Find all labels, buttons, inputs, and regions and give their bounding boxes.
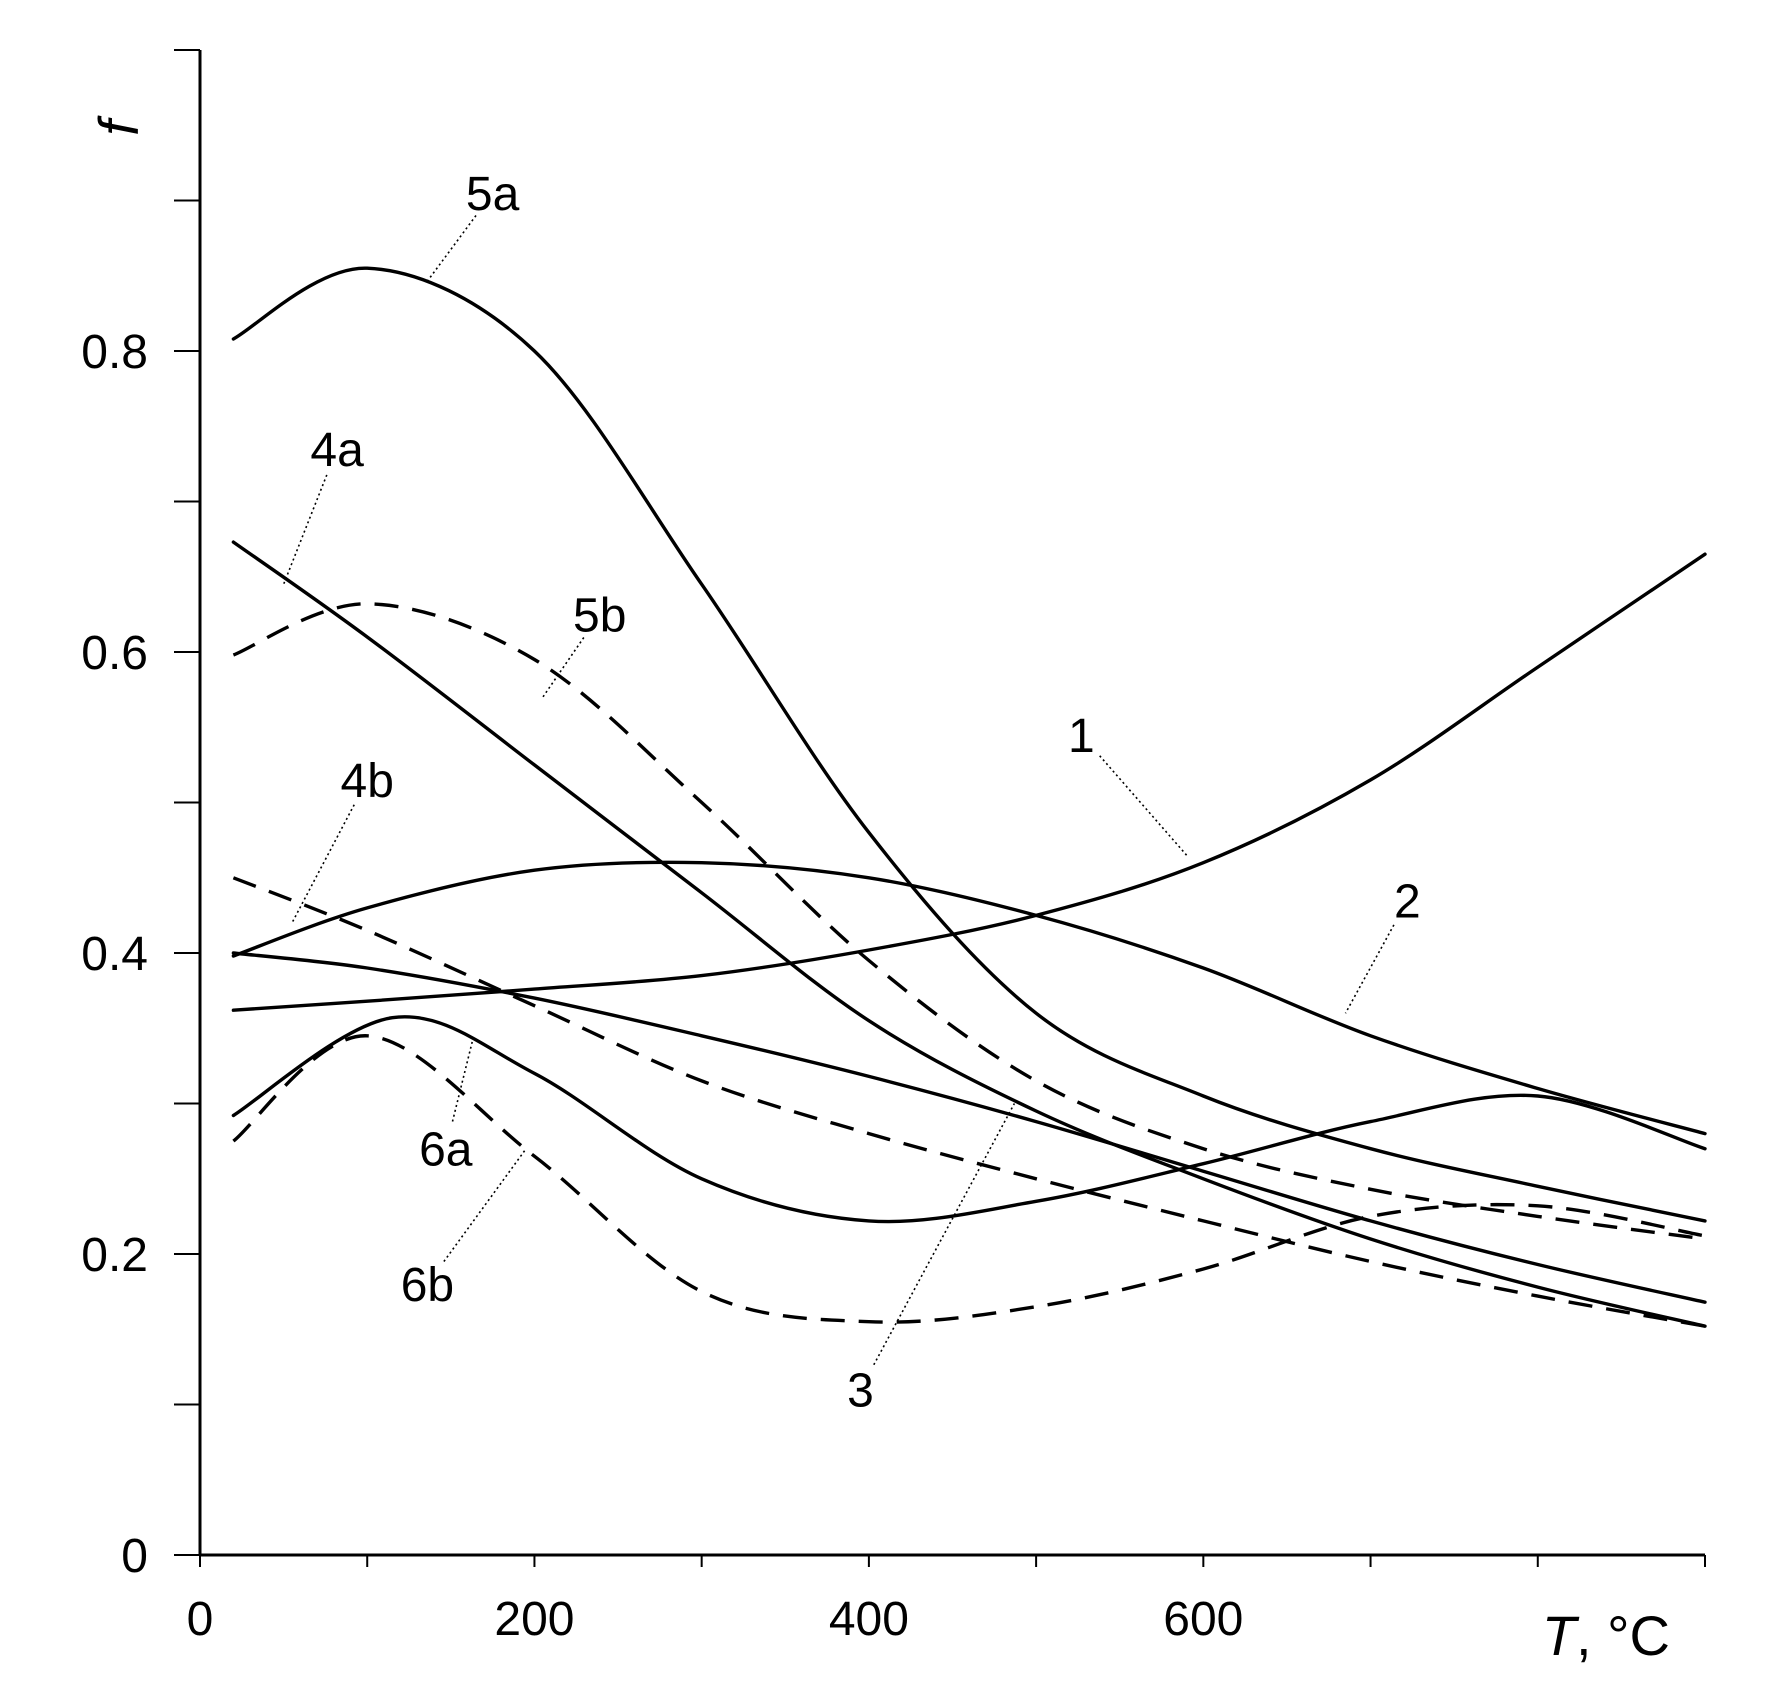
x-tick-label: 600 bbox=[1163, 1593, 1243, 1646]
curve-label-1: 1 bbox=[1068, 710, 1095, 763]
y-tick-label: 0.6 bbox=[81, 627, 148, 680]
y-tick-label: 0 bbox=[121, 1530, 148, 1583]
x-axis-title: T, °C bbox=[1542, 1604, 1670, 1667]
y-tick-label: 0.4 bbox=[81, 928, 148, 981]
axes bbox=[198, 50, 1705, 1557]
curve-label-2: 2 bbox=[1394, 875, 1421, 928]
series-line-3 bbox=[231, 951, 1707, 1304]
x-tick-label: 400 bbox=[829, 1593, 909, 1646]
series-line-4b bbox=[232, 876, 1706, 1328]
x-axis-title-unit: , °C bbox=[1576, 1604, 1670, 1667]
leader-line-6b bbox=[443, 1148, 527, 1262]
leader-line-4b bbox=[291, 804, 355, 924]
y-axis-title: f bbox=[87, 115, 150, 136]
curve-label-3: 3 bbox=[847, 1365, 874, 1418]
curve-label-6a: 6a bbox=[419, 1124, 473, 1177]
y-tick-label: 0.8 bbox=[81, 326, 148, 379]
leader-line-2 bbox=[1344, 924, 1395, 1014]
series-group bbox=[231, 266, 1707, 1328]
series-line-2 bbox=[231, 860, 1707, 1136]
annotation-group: 1 2 3 4a 4b 5a 5b 6a 6b bbox=[282, 168, 1421, 1418]
leader-line-4a bbox=[282, 474, 328, 585]
curve-label-4b: 4b bbox=[341, 755, 394, 808]
series-line-4a bbox=[231, 540, 1707, 1328]
y-tick-label: 0.2 bbox=[81, 1229, 148, 1282]
curve-label-5a: 5a bbox=[466, 168, 520, 221]
ticks bbox=[174, 49, 1706, 1567]
leader-line-6a bbox=[451, 1040, 474, 1122]
curve-label-4a: 4a bbox=[310, 424, 364, 477]
leader-line-1 bbox=[1099, 755, 1188, 856]
x-tick-label: 200 bbox=[494, 1593, 574, 1646]
series-line-6a bbox=[231, 1015, 1707, 1224]
curve-label-6b: 6b bbox=[401, 1259, 454, 1312]
x-axis-title-variable: T bbox=[1542, 1604, 1580, 1667]
curve-label-5b: 5b bbox=[573, 589, 626, 642]
leader-line-5b bbox=[542, 637, 585, 698]
series-line-1 bbox=[231, 552, 1707, 1012]
series-line-5a bbox=[231, 266, 1707, 1223]
series-line-5b bbox=[232, 602, 1706, 1241]
leader-line-3 bbox=[873, 1103, 1016, 1366]
leader-line-5a bbox=[425, 215, 477, 284]
tick-labels: 0 200 400 600 0 0.2 0.4 0.6 0.8 bbox=[81, 326, 1243, 1646]
x-tick-label: 0 bbox=[187, 1593, 214, 1646]
